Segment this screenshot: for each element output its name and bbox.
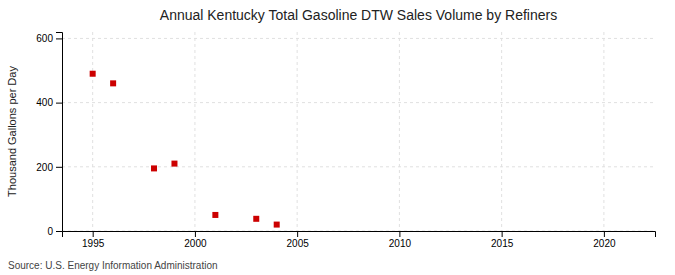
x-tick-mark <box>502 231 503 237</box>
x-tick: 2010 <box>389 231 412 249</box>
x-tick-label: 2010 <box>389 238 412 249</box>
x-tick-label: 2005 <box>287 238 310 249</box>
grid-line-x <box>297 32 298 231</box>
x-tick-label: 2015 <box>491 238 514 249</box>
grid-line-x <box>194 32 195 231</box>
point <box>151 165 157 171</box>
y-axis-title: Thousand Gallons per Day <box>6 66 18 197</box>
title: Annual Kentucky Total Gasoline DTW Sales… <box>160 7 557 23</box>
y-tick-label: 600 <box>36 33 53 44</box>
y-tick: 600 <box>36 33 62 44</box>
y-tick: 200 <box>36 162 62 173</box>
y-tick-label: 0 <box>47 226 53 237</box>
point <box>90 71 96 77</box>
grid <box>62 32 655 231</box>
y-tick-label: 200 <box>36 162 53 173</box>
grid-line-x <box>399 32 400 231</box>
x-tick-mark <box>195 231 196 237</box>
grid-line-x <box>501 32 502 231</box>
x-tick: 2015 <box>491 231 514 249</box>
y-tick-label: 400 <box>36 97 53 108</box>
x-tick-label: 2000 <box>184 238 207 249</box>
x-tick-label: 2020 <box>593 238 616 249</box>
points <box>90 71 280 228</box>
x-tick-mark <box>297 231 298 237</box>
x-tick: 2020 <box>593 231 616 249</box>
y-tick-mark <box>56 103 62 104</box>
y-tick: 0 <box>47 226 62 237</box>
y-axis-line <box>56 33 63 232</box>
y-tick: 400 <box>36 97 62 108</box>
chart: 1995 2000 2005 2010 2015 2020 0 200 400 600 Annual… <box>0 0 675 275</box>
point <box>253 216 259 222</box>
x-tick: 2000 <box>184 231 207 249</box>
y-tick-mark <box>56 231 62 232</box>
grid-line-y <box>62 102 655 103</box>
grid-line-x <box>603 32 604 231</box>
y-tick-mark <box>56 38 62 39</box>
x-tick: 2005 <box>287 231 310 249</box>
point <box>274 222 280 228</box>
grid-line-y <box>62 166 655 167</box>
y-axis: 0 200 400 600 <box>36 33 62 237</box>
point <box>212 212 218 218</box>
x-tick-mark <box>399 231 400 237</box>
source-note: Source: U.S. Energy Information Administ… <box>8 260 218 271</box>
x-tick: 1995 <box>82 231 105 249</box>
grid-line-x <box>92 32 93 231</box>
x-axis-line <box>63 232 656 238</box>
x-tick-mark <box>93 231 94 237</box>
point <box>171 161 177 167</box>
grid-line-y <box>62 38 655 39</box>
x-axis: 1995 2000 2005 2010 2015 2020 <box>63 231 656 249</box>
x-tick-label: 1995 <box>82 238 105 249</box>
y-tick-mark <box>56 167 62 168</box>
point <box>110 80 116 86</box>
x-tick-mark <box>604 231 605 237</box>
